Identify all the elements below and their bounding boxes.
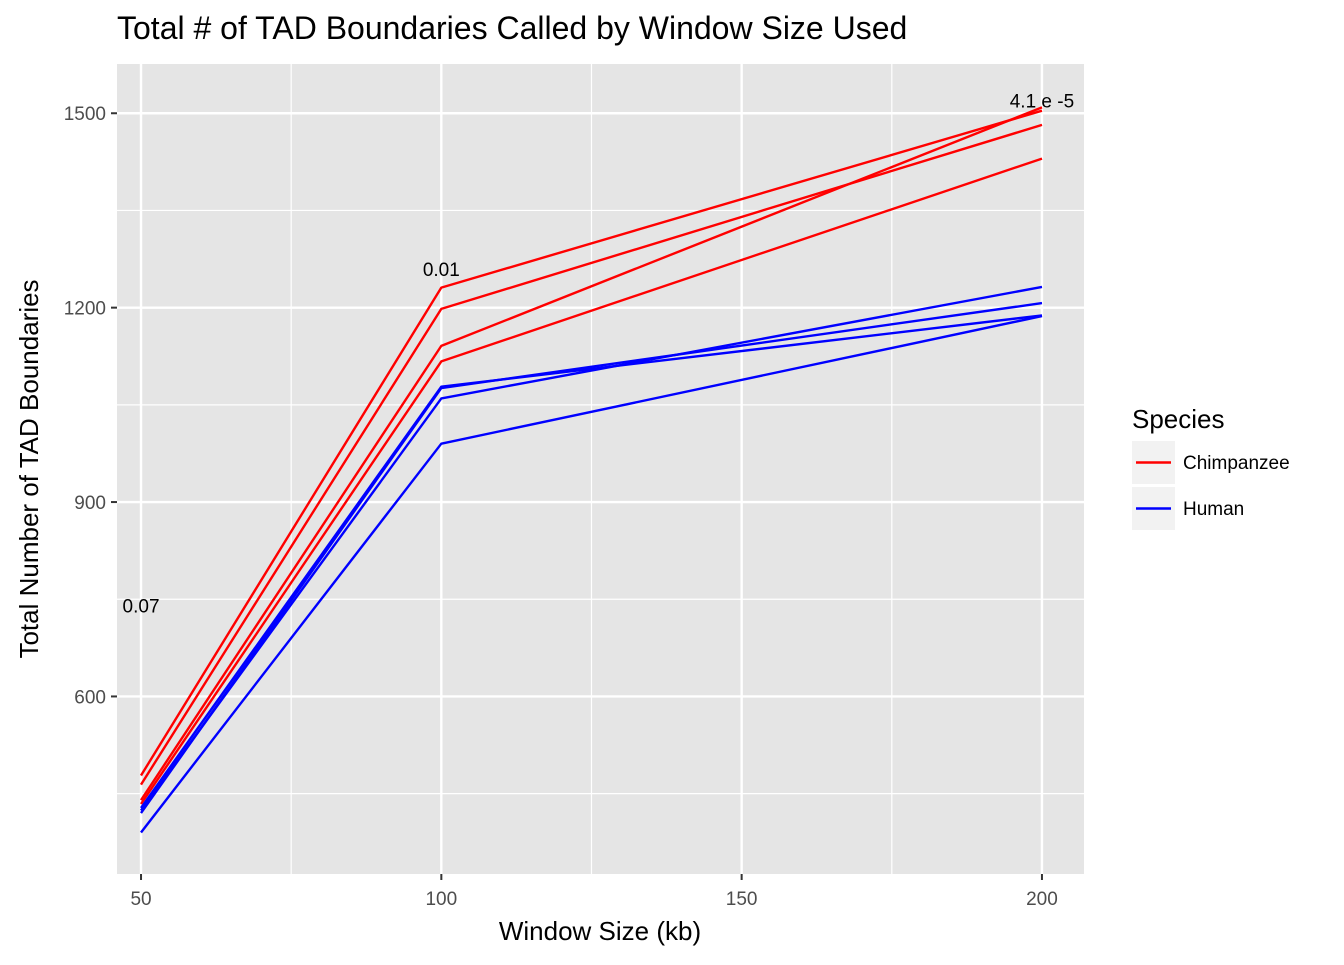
y-axis: 600 900 1200 1500 [64, 104, 117, 708]
legend-label-chimpanzee: Chimpanzee [1183, 453, 1290, 474]
y-tick-label: 900 [74, 493, 106, 514]
series-line-chimpanzee-3 [139, 106, 1043, 801]
series-line-human-7 [140, 285, 1043, 812]
series-line-chimpanzee-1 [139, 109, 1043, 777]
x-axis: 50 100 150 200 [130, 874, 1058, 910]
x-axis-label: Window Size (kb) [499, 916, 701, 946]
p-value-annotation: 0.01 [423, 260, 460, 281]
series-line-human-8 [140, 314, 1043, 834]
minor-gridlines [117, 64, 1084, 874]
legend-label-human: Human [1183, 499, 1244, 520]
p-value-annotation: 4.1 e -5 [1010, 91, 1074, 112]
x-tick-label: 200 [1026, 889, 1058, 910]
y-axis-label: Total Number of TAD Boundaries [14, 279, 44, 658]
legend: Species Chimpanzee Human [1132, 404, 1290, 530]
x-tick-label: 150 [726, 889, 758, 910]
chart-title: Total # of TAD Boundaries Called by Wind… [117, 10, 907, 46]
series-lines [139, 106, 1043, 834]
series-line-chimpanzee-4 [140, 157, 1043, 805]
p-value-annotation: 0.07 [123, 597, 160, 618]
legend-title: Species [1132, 404, 1225, 434]
y-tick-label: 600 [74, 687, 106, 708]
x-tick-label: 100 [425, 889, 457, 910]
plot-panel [117, 64, 1084, 874]
x-tick-label: 50 [130, 889, 151, 910]
y-tick-label: 1200 [64, 299, 106, 320]
series-line-human-5 [140, 314, 1043, 809]
y-tick-label: 1500 [64, 104, 106, 125]
significance-annotations: 0.07 0.01 4.1 e -5 [123, 91, 1075, 617]
